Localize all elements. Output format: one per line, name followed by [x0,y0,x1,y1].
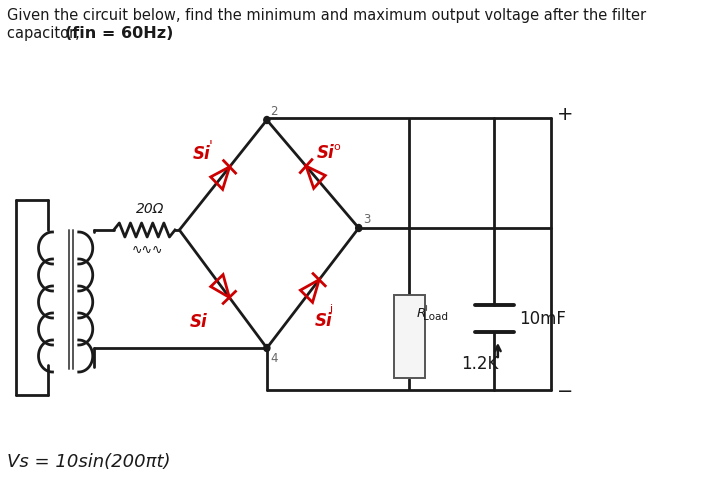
Bar [394,295,425,378]
Text: Vs = 10sin(200πt): Vs = 10sin(200πt) [7,453,171,471]
Text: capacitor,: capacitor, [7,26,85,41]
Bar [422,305,426,310]
Text: i: i [331,304,333,314]
Text: Si: Si [192,145,210,163]
Text: Si: Si [315,312,332,330]
Text: 4: 4 [270,352,278,365]
Text: +: + [556,104,573,123]
Text: Given the circuit below, find the minimum and maximum output voltage after the f: Given the circuit below, find the minimu… [7,8,646,23]
Text: 1.2K: 1.2K [461,355,498,373]
Circle shape [264,345,270,351]
Text: Si: Si [317,144,335,162]
Circle shape [356,224,362,231]
Text: ∿∿∿: ∿∿∿ [132,244,163,257]
Text: (fin = 60Hz): (fin = 60Hz) [65,26,173,41]
Text: R: R [417,307,426,320]
Text: 3: 3 [363,213,371,226]
Text: 10mF: 10mF [519,309,566,327]
Circle shape [264,117,270,123]
Text: Load: Load [424,312,448,322]
Text: −: − [556,383,573,402]
Text: 2: 2 [270,105,278,118]
Text: 20Ω: 20Ω [136,202,164,216]
Text: ': ' [208,139,212,153]
Text: Si: Si [190,313,208,331]
Text: o: o [333,142,340,152]
